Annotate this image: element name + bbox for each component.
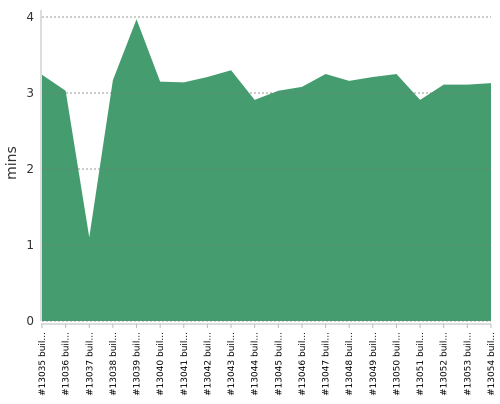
x-tick-label: #13041 buil...	[180, 332, 190, 396]
y-tick-label: 2	[26, 162, 34, 176]
x-tick-label: #13052 buil...	[440, 332, 450, 396]
x-tick-label: #13045 buil...	[274, 332, 284, 396]
y-tick-label: 1	[26, 238, 34, 252]
y-tick-label: 4	[26, 10, 34, 24]
x-tick-label: #13051 buil...	[416, 332, 426, 396]
x-tick-label: #13047 buil...	[322, 332, 332, 396]
y-tick-label: 0	[26, 314, 34, 328]
x-tick-label: #13054 buil...	[487, 332, 497, 396]
y-tick-label: 3	[26, 86, 34, 100]
x-tick-label: #13048 buil...	[345, 332, 355, 396]
x-tick-label: #13044 buil...	[251, 332, 261, 396]
area	[42, 19, 491, 322]
x-tick-label: #13038 buil...	[109, 332, 119, 396]
x-tick-label: #13040 buil...	[156, 332, 166, 396]
x-tick-label: #13053 buil...	[463, 332, 473, 396]
x-tick-label: #13050 buil...	[392, 332, 402, 396]
x-tick-label: #13035 buil...	[38, 332, 48, 396]
x-tick-label: #13046 buil...	[298, 332, 308, 396]
y-axis-label: mins	[4, 146, 20, 180]
x-tick-label: #13039 buil...	[133, 332, 143, 396]
x-tick-label: #13037 buil...	[85, 332, 95, 396]
x-tick-label: #13049 buil...	[369, 332, 379, 396]
x-tick-label: #13043 buil...	[227, 332, 237, 396]
x-tick-label: #13036 buil...	[62, 332, 72, 396]
x-tick-label: #13042 buil...	[203, 332, 213, 396]
